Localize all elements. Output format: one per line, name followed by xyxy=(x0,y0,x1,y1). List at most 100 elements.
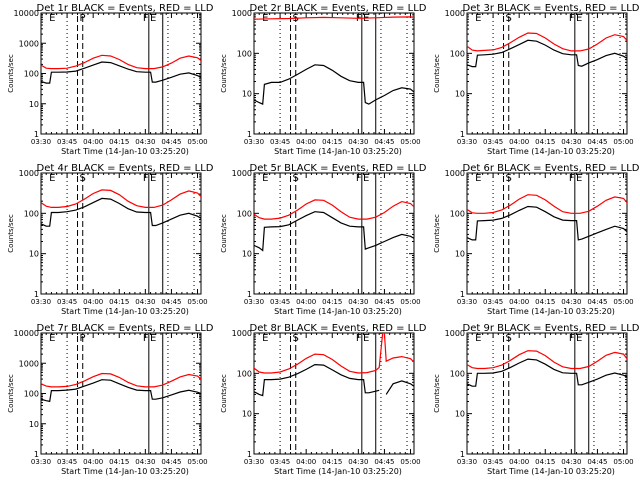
marker-label: E xyxy=(475,13,481,24)
marker-label: E xyxy=(49,333,55,344)
series-line-events xyxy=(467,358,627,387)
marker-label: E xyxy=(475,173,481,184)
marker-label: F xyxy=(143,333,149,344)
marker-label: E xyxy=(363,173,369,184)
chart-title: Det 9r BLACK = Events, RED = LLD xyxy=(463,323,640,334)
x-axis-label: Start Time (14-Jan-10 03:25:20) xyxy=(61,307,189,316)
y-tick-label: 1000 xyxy=(19,39,39,48)
x-tick-label: 03:30 xyxy=(31,458,51,466)
y-tick-label: 1000 xyxy=(232,9,252,18)
series-line-events xyxy=(467,205,627,241)
x-tick-label: 04:45 xyxy=(161,138,181,146)
x-tick-label: 04:15 xyxy=(535,298,555,306)
x-tick-label: 04:30 xyxy=(561,138,581,146)
chart-panel: Det 4r BLACK = Events, RED = LLD 1 10 100 10… xyxy=(7,163,214,316)
marker-label: F xyxy=(143,173,149,184)
x-axis-label: Start Time (14-Jan-10 03:25:20) xyxy=(487,147,615,156)
x-tick-label: 05:00 xyxy=(187,298,207,306)
marker-label: F xyxy=(569,173,575,184)
y-tick-label: 1 xyxy=(34,130,39,139)
y-tick-label: 100 xyxy=(24,209,39,218)
x-tick-label: 04:45 xyxy=(587,458,607,466)
series-line-events xyxy=(41,379,201,403)
y-tick-label: 1000 xyxy=(445,9,465,18)
series-line-events xyxy=(254,363,414,397)
series-line-lld xyxy=(467,350,627,370)
series-line-lld xyxy=(41,189,201,208)
chart-panel: Det 2r BLACK = Events, RED = LLD 1 10 100 10… xyxy=(220,3,427,156)
x-tick-label: 04:30 xyxy=(135,298,155,306)
chart-title: Det 5r BLACK = Events, RED = LLD xyxy=(250,163,427,174)
x-tick-label: 04:30 xyxy=(135,138,155,146)
y-tick-label: 1 xyxy=(34,290,39,299)
y-tick-label: 100 xyxy=(24,390,39,399)
chart-title: Det 2r BLACK = Events, RED = LLD xyxy=(250,3,427,14)
chart-panel: Det 7r BLACK = Events, RED = LLD 1 10 100 10… xyxy=(7,323,214,476)
y-tick-label: 1 xyxy=(247,450,252,459)
x-tick-label: 04:45 xyxy=(161,458,181,466)
y-tick-label: 1 xyxy=(460,450,465,459)
plot-frame xyxy=(253,172,415,295)
x-tick-label: 05:00 xyxy=(613,458,633,466)
chart-panel: Det 1r BLACK = Events, RED = LLD 1 10 100 10… xyxy=(7,3,214,156)
x-tick-label: 05:00 xyxy=(613,138,633,146)
chart-panel: Det 6r BLACK = Events, RED = LLD 1 10 100 10… xyxy=(433,163,640,316)
series-line-events xyxy=(41,197,201,227)
y-tick-label: 100 xyxy=(450,209,465,218)
x-tick-label: 03:45 xyxy=(270,298,290,306)
y-axis-label: Counts/sec xyxy=(7,54,15,93)
x-axis-label: Start Time (14-Jan-10 03:25:20) xyxy=(61,147,189,156)
y-tick-label: 10 xyxy=(29,100,39,109)
x-tick-label: 04:45 xyxy=(587,298,607,306)
x-tick-label: 04:15 xyxy=(322,138,342,146)
plot-frame xyxy=(253,332,415,455)
x-tick-label: 03:45 xyxy=(270,458,290,466)
x-tick-label: 03:30 xyxy=(457,138,477,146)
series-line-lld xyxy=(41,372,201,388)
x-tick-label: 05:00 xyxy=(187,138,207,146)
y-axis-label: Counts/sec xyxy=(433,374,441,413)
x-tick-label: 03:30 xyxy=(244,138,264,146)
series-line-lld xyxy=(254,16,414,20)
x-tick-label: 04:30 xyxy=(135,458,155,466)
x-tick-label: 03:30 xyxy=(31,138,51,146)
y-tick-label: 100 xyxy=(24,70,39,79)
x-tick-label: 05:00 xyxy=(400,458,420,466)
chart-panel: Det 3r BLACK = Events, RED = LLD 1 10 100 10… xyxy=(433,3,640,156)
x-tick-label: 05:00 xyxy=(400,298,420,306)
series-line-lld xyxy=(254,199,414,220)
y-tick-label: 10000 xyxy=(14,329,39,338)
y-tick-label: 1000 xyxy=(19,169,39,178)
y-tick-label: 1 xyxy=(460,290,465,299)
x-tick-label: 03:45 xyxy=(483,298,503,306)
x-tick-label: 04:30 xyxy=(561,458,581,466)
marker-label: E xyxy=(576,173,582,184)
x-axis-label: Start Time (14-Jan-10 03:25:20) xyxy=(274,307,402,316)
x-tick-label: 04:15 xyxy=(322,298,342,306)
y-axis-label: Counts/sec xyxy=(220,54,228,93)
x-tick-label: 03:30 xyxy=(31,298,51,306)
y-tick-label: 100 xyxy=(237,49,252,58)
x-tick-label: 04:45 xyxy=(374,298,394,306)
x-axis-label: Start Time (14-Jan-10 03:25:20) xyxy=(487,467,615,476)
series-line-events xyxy=(254,64,414,105)
y-tick-label: 10 xyxy=(242,90,252,99)
plot-frame xyxy=(466,172,628,295)
y-tick-label: 100 xyxy=(237,369,252,378)
y-tick-label: 10 xyxy=(29,420,39,429)
y-tick-label: 10 xyxy=(455,90,465,99)
y-tick-label: 1000 xyxy=(19,359,39,368)
y-tick-label: 1 xyxy=(247,130,252,139)
x-tick-label: 04:15 xyxy=(535,458,555,466)
marker-label: F xyxy=(356,333,362,344)
x-tick-label: 04:15 xyxy=(109,138,129,146)
marker-label: E xyxy=(49,13,55,24)
y-axis-label: Counts/sec xyxy=(7,214,15,253)
y-tick-label: 10 xyxy=(455,250,465,259)
x-tick-label: 04:15 xyxy=(535,138,555,146)
plot-frame xyxy=(466,12,628,135)
marker-label: E xyxy=(576,13,582,24)
y-tick-label: 100 xyxy=(450,49,465,58)
x-tick-label: 04:15 xyxy=(109,458,129,466)
